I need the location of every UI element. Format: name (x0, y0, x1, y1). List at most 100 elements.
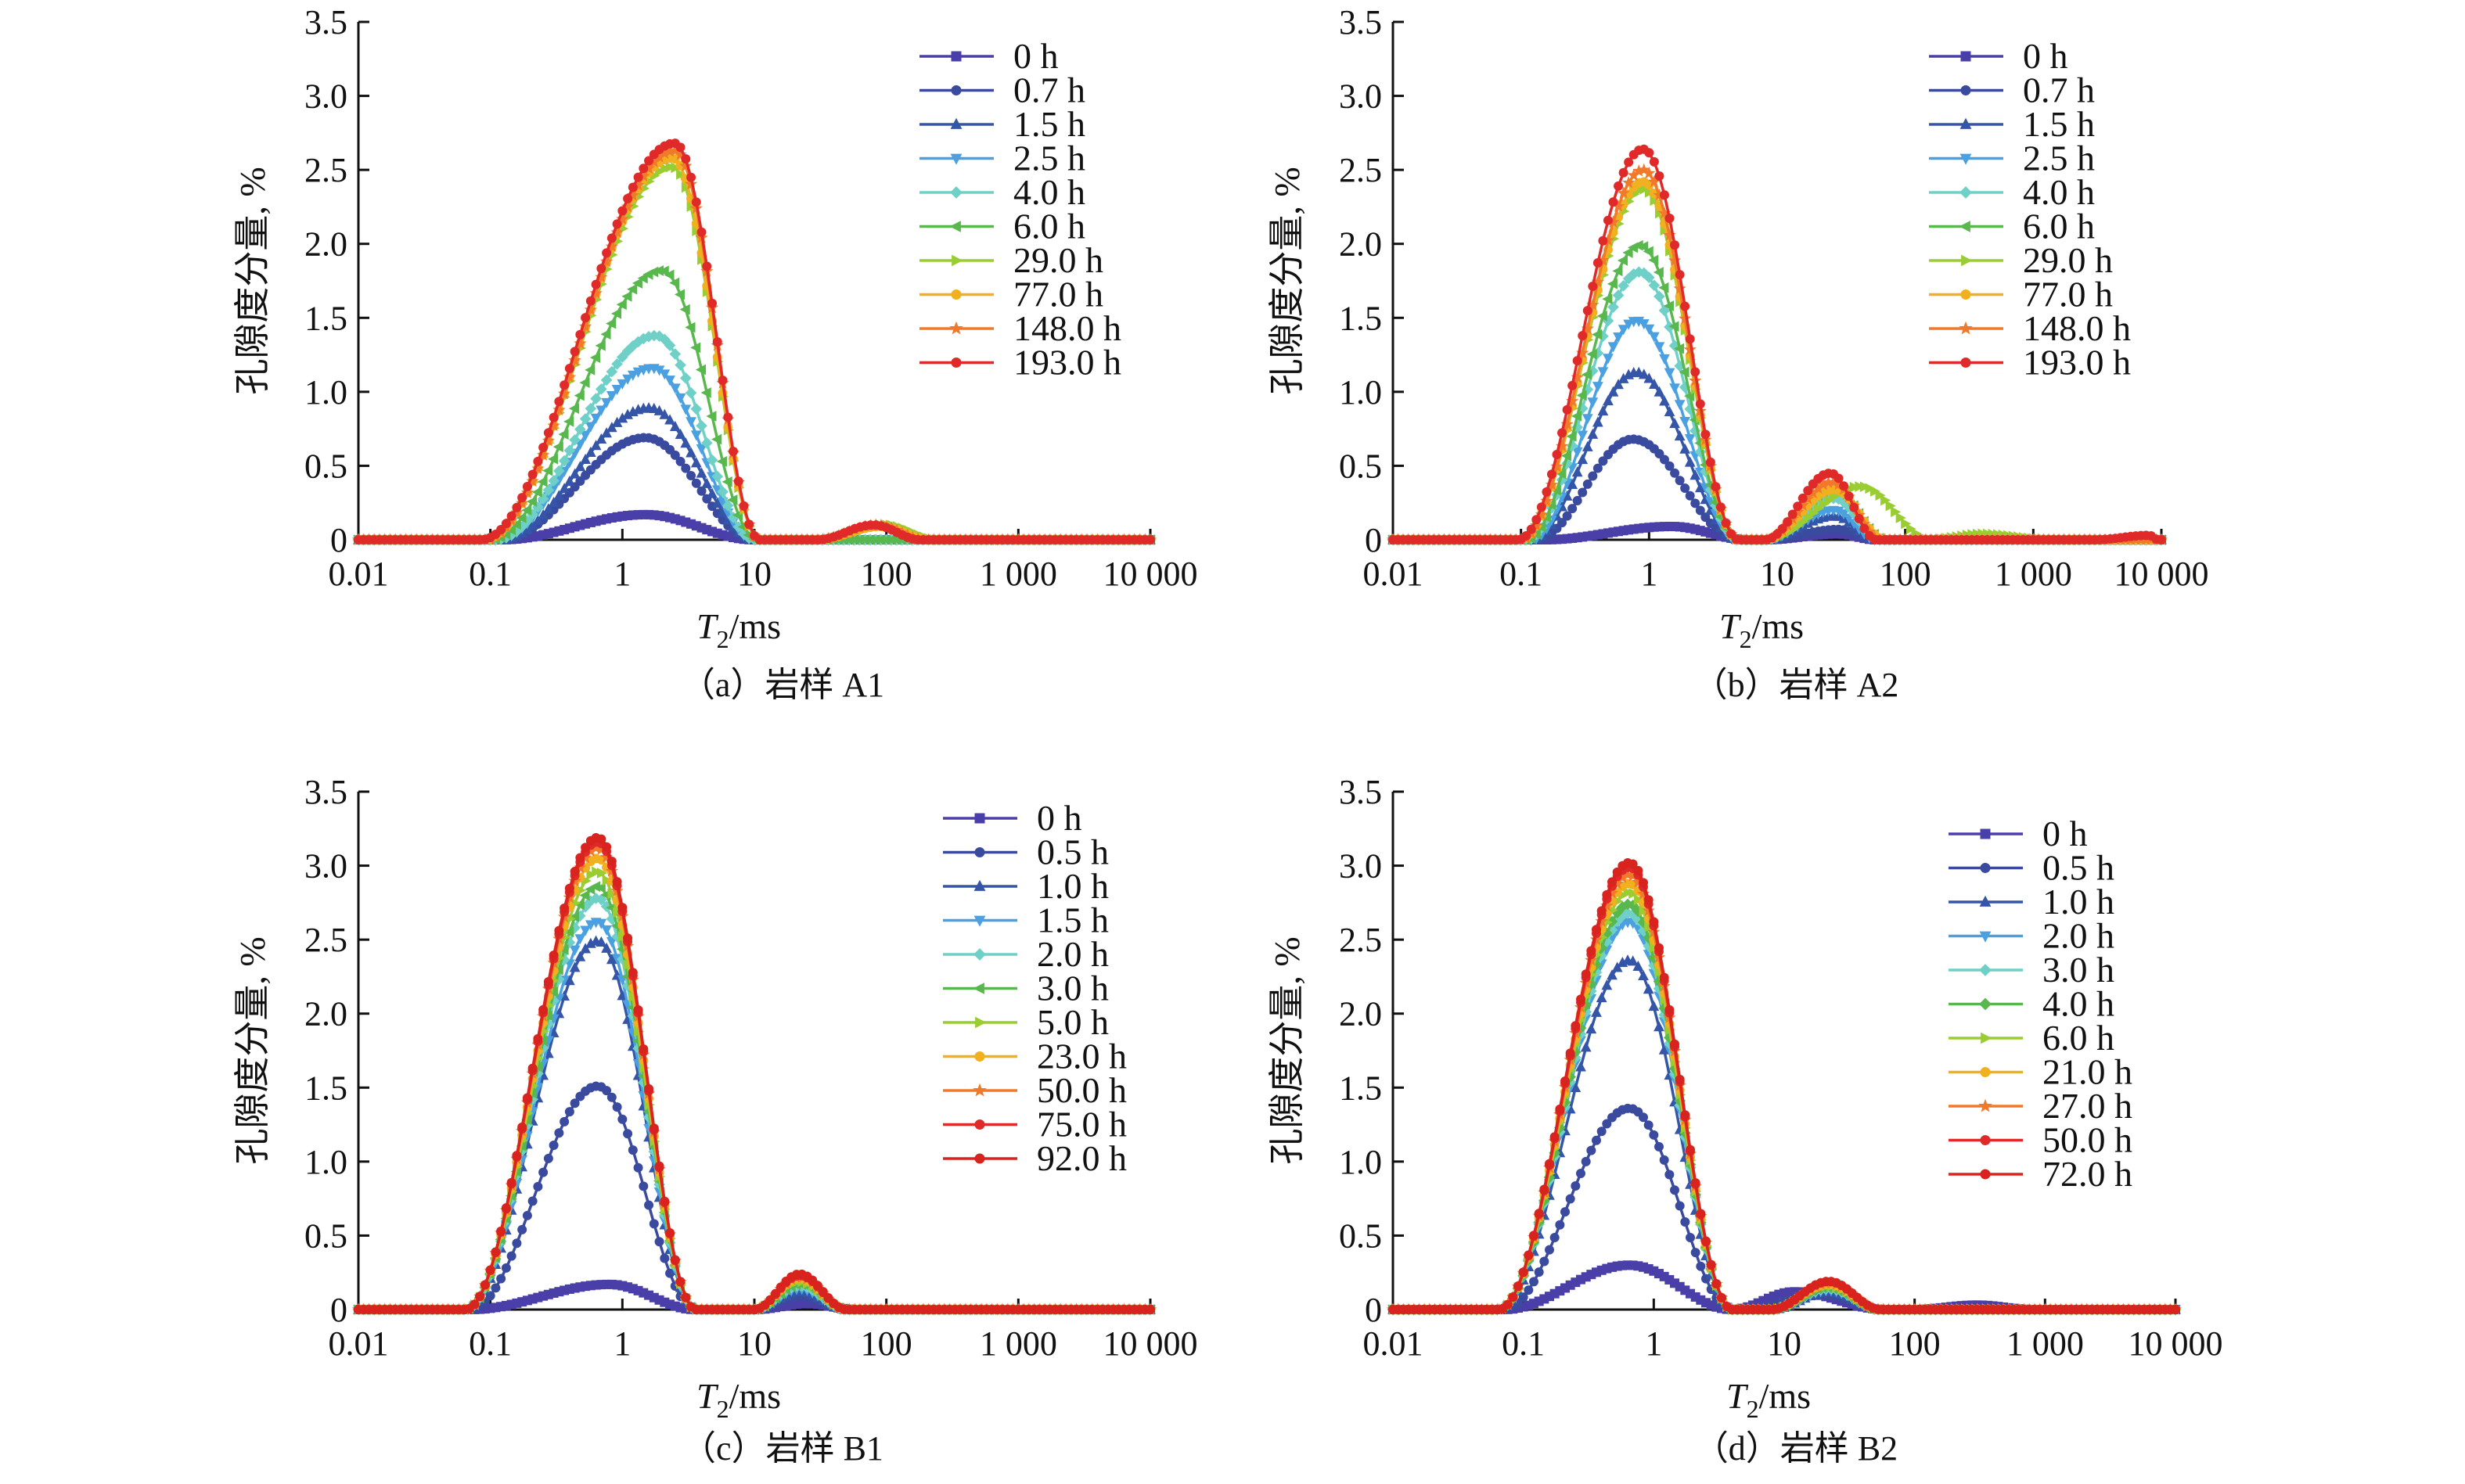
data-point (1593, 383, 1603, 392)
data-point (1593, 417, 1603, 426)
data-point (682, 1293, 690, 1302)
data-point (1603, 354, 1613, 364)
data-point (692, 198, 700, 207)
data-point (1650, 157, 1658, 166)
y-tick-label: 3.0 (304, 847, 347, 886)
y-tick-label: 3.5 (304, 3, 347, 41)
x-tick-label: 10 000 (1103, 555, 1198, 593)
legend-marker (975, 1120, 984, 1130)
legend-marker (975, 1052, 984, 1062)
data-point (1619, 168, 1628, 177)
data-point (1686, 435, 1695, 444)
data-point (675, 393, 685, 403)
legend-marker (974, 983, 984, 994)
data-point (696, 421, 707, 431)
data-point (1588, 429, 1597, 439)
data-point (697, 228, 706, 236)
data-point (1645, 149, 1654, 157)
data-point (634, 173, 642, 181)
data-point (1609, 198, 1618, 207)
data-point (1537, 503, 1546, 512)
y-tick-label: 1.5 (304, 299, 347, 337)
series-0.7h (1389, 435, 2166, 544)
data-point (1608, 343, 1618, 352)
data-point (597, 835, 606, 843)
data-point (1850, 503, 1859, 512)
legend-marker (952, 290, 961, 300)
data-point (1681, 302, 1690, 311)
series-5.0h (354, 867, 1156, 1314)
data-point (1675, 431, 1685, 440)
data-point (486, 1266, 495, 1274)
data-point (671, 1256, 679, 1264)
data-point (497, 1227, 506, 1235)
legend-marker (974, 1084, 986, 1095)
x-tick-label: 1 000 (980, 555, 1057, 593)
data-point (555, 1129, 563, 1137)
data-point (1701, 430, 1710, 439)
y-tick-label: 3.5 (304, 773, 347, 811)
legend-label: 193.0 h (1013, 343, 1121, 383)
data-point (1146, 536, 1155, 544)
data-point (686, 388, 696, 398)
data-point (539, 444, 548, 452)
data-point (576, 330, 585, 339)
data-point (575, 935, 585, 944)
data-point (634, 1163, 642, 1172)
data-point (1588, 398, 1597, 408)
x-axis-title-subscript: 2 (717, 625, 729, 653)
data-point (697, 487, 706, 495)
x-axis-title-subscript: 2 (1740, 625, 1752, 653)
y-tick-label: 0.5 (1339, 1216, 1382, 1255)
data-point (565, 884, 574, 893)
data-point (1593, 258, 1602, 267)
data-point (1675, 271, 1684, 279)
data-point (544, 1154, 552, 1162)
legend-marker (1961, 52, 1970, 61)
series-0.5h (354, 1082, 1155, 1313)
data-point (1671, 469, 1679, 477)
x-tick-label: 10 000 (1103, 1324, 1198, 1363)
y-tick-label: 2.0 (304, 995, 347, 1033)
data-point (1691, 368, 1700, 376)
series-75.0h (354, 838, 1155, 1313)
data-point (1660, 191, 1668, 199)
y-tick-label: 2.5 (304, 151, 347, 189)
legend-marker (951, 322, 963, 333)
data-point (1696, 400, 1704, 408)
data-point (1553, 450, 1561, 458)
y-tick-label: 1.0 (1339, 1143, 1382, 1181)
series-line (358, 922, 1150, 1310)
series-line (358, 886, 1150, 1310)
legend-entry: 193.0 h (919, 343, 1121, 383)
data-point (603, 249, 611, 257)
series-line (358, 871, 1150, 1310)
x-tick-label: 100 (861, 1324, 912, 1363)
data-point (645, 1201, 653, 1209)
series-line (1393, 439, 2161, 540)
legend-marker (975, 848, 984, 857)
y-tick-label: 0 (330, 1291, 347, 1329)
data-point (618, 904, 627, 912)
data-point (602, 925, 611, 935)
data-point (691, 404, 701, 414)
series-92.0h (354, 833, 1155, 1313)
data-point (560, 381, 569, 390)
series-line (358, 848, 1150, 1310)
legend-marker (952, 358, 961, 368)
data-point (1840, 482, 1848, 490)
data-point (1599, 236, 1607, 245)
data-point (549, 413, 558, 422)
data-point (1686, 335, 1694, 343)
series-0.7h (354, 433, 1155, 544)
data-point (570, 868, 579, 876)
x-tick-label: 0.01 (1363, 555, 1423, 593)
x-tick-label: 10 (1760, 555, 1794, 593)
data-point (1660, 354, 1669, 364)
data-point (1146, 1306, 1155, 1314)
series-2.5h (354, 365, 1155, 545)
series-line (358, 858, 1150, 1310)
